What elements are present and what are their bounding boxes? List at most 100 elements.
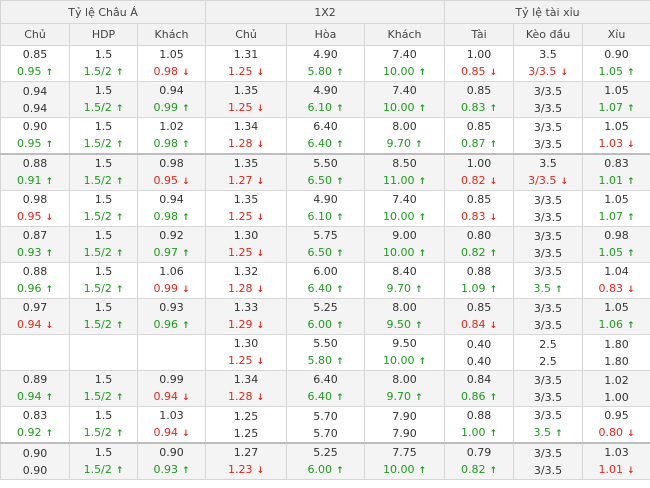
current-odds: 6.50 ↑	[308, 244, 344, 262]
arrow-up-icon: ↑	[115, 139, 124, 150]
opening-odds: 1.06	[159, 264, 184, 278]
odds-cell-under: 0.98 1.05 ↑	[582, 226, 650, 263]
arrow-up-icon: ↑	[181, 465, 190, 476]
opening-odds: 5.50	[313, 156, 338, 170]
current-odds-value: 10.00	[383, 462, 415, 476]
current-odds: 3/3.5	[534, 209, 562, 226]
opening-odds: 0.93	[159, 300, 184, 314]
table-row[interactable]: 0.85 0.95 ↑ 1.5 1.5/2 ↑ 1.05 0.98 ↓ 1.31 1.25 ↓ 4.90…	[0, 45, 650, 82]
opening-odds: 6.40	[313, 372, 338, 386]
current-odds: 0.92 ↑	[17, 424, 53, 443]
current-odds: 1.23 ↓	[228, 461, 264, 479]
odds-cell-draw: 5.50 5.80 ↑	[286, 334, 366, 371]
opening-odds: 1.30	[233, 228, 259, 242]
current-odds: 3/3.5	[534, 136, 562, 153]
odds-cell-over: 1.00 0.85 ↓	[444, 45, 515, 82]
arrow-down-icon: ↓	[45, 320, 54, 331]
odds-cell-1x2-home: 1.31 1.25 ↓	[205, 45, 288, 82]
opening-odds: 0.90	[604, 47, 629, 61]
odds-cell-1x2-home: 1.34 1.28 ↓	[205, 370, 288, 407]
col-header-1x2-away: Khách	[364, 23, 446, 46]
current-odds-value: 0.83	[598, 281, 624, 295]
current-odds: 3.5 ↑	[534, 280, 563, 298]
opening-odds: 8.50	[392, 156, 417, 170]
opening-odds: 0.80	[466, 228, 492, 242]
current-odds-value: 1.07	[598, 100, 624, 114]
current-odds-value: 1.25	[228, 64, 253, 78]
arrow-up-icon: ↑	[415, 139, 423, 150]
current-odds-value: 1.28	[228, 281, 253, 295]
current-odds: 0.95 ↑	[17, 135, 53, 154]
current-odds-value: 0.82	[461, 173, 486, 187]
current-odds: 3.5 ↑	[534, 424, 563, 443]
opening-odds: 1.02	[159, 119, 184, 133]
opening-odds: 8.00	[392, 119, 417, 133]
table-row[interactable]: 0.90 0.95 ↑ 1.5 1.5/2 ↑ 1.02 0.98 ↑ 1.34 1.28 ↓ 6.40…	[0, 117, 650, 155]
current-odds: 1.25	[234, 425, 259, 442]
odds-cell-1x2-home: 1.30 1.25 ↓	[205, 226, 288, 263]
table-row[interactable]: 0.87 0.93 ↑ 1.5 1.5/2 ↑ 0.92 0.97 ↑ 1.30 1.25 ↓ 5.75…	[0, 226, 650, 263]
opening-odds: 3/3.5	[533, 264, 563, 278]
current-odds: 1.28 ↓	[228, 388, 264, 406]
odds-cell-1x2-away: 8.00 9.50 ↑	[364, 298, 446, 335]
arrow-up-icon: ↑	[336, 320, 344, 331]
table-row[interactable]: 1.30 1.25 ↓ 5.50 5.80 ↑ 9.50 10.00 ↑ 0.40 0.40 2.5 2…	[0, 334, 650, 371]
current-odds: 3/3.5 ↓	[528, 63, 568, 81]
arrow-up-icon: ↑	[45, 248, 54, 259]
col-header-line: Kèo đầu	[513, 23, 584, 46]
current-odds-value: 1.09	[461, 281, 486, 295]
current-odds: 3/3.5 ↓	[528, 172, 568, 190]
current-odds: 0.86 ↑	[461, 388, 497, 406]
arrow-down-icon: ↓	[256, 356, 265, 367]
current-odds-value: 0.82	[461, 462, 486, 476]
current-odds: 1.25 ↓	[228, 99, 264, 117]
odds-cell-under: 1.80 1.80	[582, 334, 650, 371]
odds-cell-line: 3.5 3/3.5 ↓	[513, 153, 584, 191]
opening-odds: 3/3.5	[533, 120, 563, 134]
current-odds: 1.5/2 ↑	[84, 244, 124, 262]
current-odds-value: 3/3.5	[533, 390, 563, 404]
current-odds: 6.10 ↑	[308, 208, 344, 226]
opening-odds: 0.89	[22, 372, 48, 386]
table-row[interactable]: 0.90 0.90 1.5 1.5/2 ↑ 0.90 0.93 ↑ 1.27 1.23 ↓ 5.25 6…	[0, 442, 650, 480]
odds-cell-hdp: 1.5 1.5/2 ↑	[69, 298, 138, 335]
arrow-up-icon: ↑	[555, 284, 563, 295]
opening-odds: 0.84	[466, 372, 492, 386]
opening-odds: 0.90	[159, 445, 184, 459]
current-odds: 6.10 ↑	[308, 99, 344, 117]
odds-cell-away: 1.03 0.94 ↓	[136, 406, 207, 444]
table-row[interactable]: 0.94 0.94 1.5 1.5/2 ↑ 0.94 0.99 ↑ 1.35 1.25 ↓ 4.90 6…	[0, 81, 650, 118]
table-row[interactable]: 0.88 0.96 ↑ 1.5 1.5/2 ↑ 1.06 0.99 ↓ 1.32 1.28 ↓ 6.00…	[0, 262, 650, 299]
table-row[interactable]: 0.88 0.91 ↑ 1.5 1.5/2 ↑ 0.98 0.95 ↓ 1.35 1.27 ↓ 5.50…	[0, 153, 650, 191]
current-odds-value: 1.01	[598, 462, 624, 476]
current-odds: 1.25 ↓	[228, 208, 264, 226]
table-row[interactable]: 0.97 0.94 ↓ 1.5 1.5/2 ↑ 0.93 0.96 ↑ 1.33 1.29 ↓ 5.25…	[0, 298, 650, 335]
table-row[interactable]: 0.98 0.95 ↓ 1.5 1.5/2 ↑ 0.94 0.98 ↑ 1.35 1.25 ↓ 4.90…	[0, 190, 650, 227]
arrow-up-icon: ↑	[115, 320, 124, 331]
current-odds-value: 3/3.5	[533, 318, 563, 332]
current-odds: 1.05 ↑	[599, 244, 635, 262]
current-odds: 1.28 ↓	[228, 135, 264, 154]
current-odds: 0.98 ↑	[153, 135, 189, 154]
odds-cell-1x2-away: 7.40 10.00 ↑	[364, 45, 446, 82]
odds-cell-home: 0.94 0.94	[0, 81, 70, 118]
odds-cell-draw: 5.70 5.70	[286, 406, 366, 444]
opening-odds: 0.88	[466, 408, 492, 422]
current-odds-value: 9.70	[386, 136, 412, 150]
current-odds: 7.90	[392, 425, 417, 442]
opening-odds: 0.99	[159, 372, 184, 386]
current-odds: 1.5/2 ↑	[84, 424, 124, 443]
table-row[interactable]: 0.89 0.94 ↑ 1.5 1.5/2 ↑ 0.99 0.94 ↓ 1.34 1.28 ↓ 6.40…	[0, 370, 650, 407]
current-odds: 6.40 ↑	[308, 280, 344, 298]
arrow-down-icon: ↓	[627, 139, 635, 150]
table-row[interactable]: 0.83 0.92 ↑ 1.5 1.5/2 ↑ 1.03 0.94 ↓ 1.25 1.25 5.70 5…	[0, 406, 650, 444]
current-odds: 0.83 ↑	[461, 99, 497, 117]
arrow-up-icon: ↑	[336, 212, 344, 223]
arrow-up-icon: ↑	[336, 356, 344, 367]
arrow-up-icon: ↑	[418, 248, 427, 259]
current-odds: 0.95 ↑	[17, 63, 53, 81]
opening-odds: 1.35	[233, 156, 259, 170]
current-odds: 1.09 ↑	[461, 280, 497, 298]
current-odds: 0.80 ↓	[599, 424, 635, 443]
arrow-down-icon: ↓	[181, 428, 190, 439]
